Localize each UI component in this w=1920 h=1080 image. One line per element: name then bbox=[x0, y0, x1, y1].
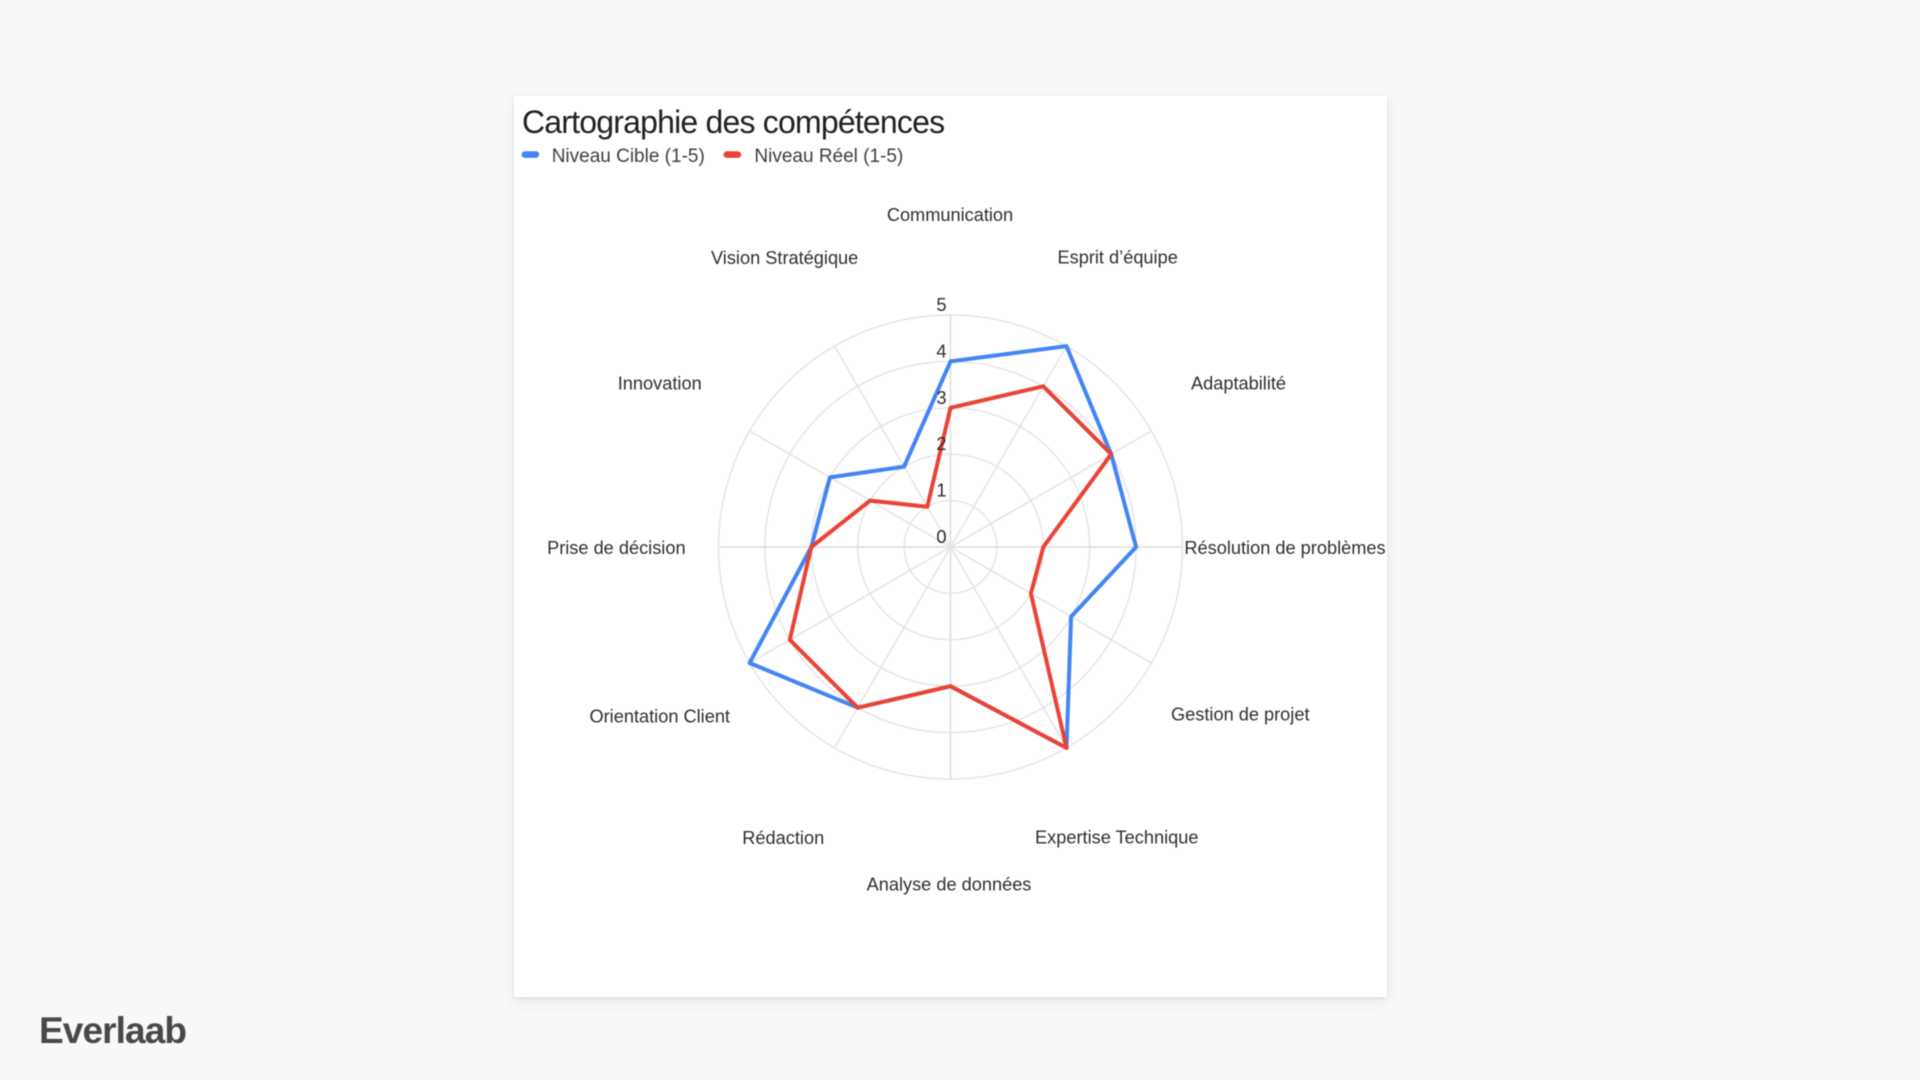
svg-text:Analyse de données: Analyse de données bbox=[867, 875, 1032, 895]
svg-text:Rédaction: Rédaction bbox=[742, 828, 824, 848]
svg-text:0: 0 bbox=[936, 526, 946, 547]
svg-text:Innovation: Innovation bbox=[618, 374, 702, 394]
svg-text:Esprit d’équipe: Esprit d’équipe bbox=[1058, 248, 1178, 268]
svg-text:Cartographie des compétences: Cartographie des compétences bbox=[522, 104, 944, 140]
svg-text:Niveau Cible (1-5): Niveau Cible (1-5) bbox=[552, 146, 705, 167]
svg-text:Orientation Client: Orientation Client bbox=[589, 707, 730, 727]
svg-text:3: 3 bbox=[936, 387, 946, 408]
svg-text:Résolution de problèmes: Résolution de problèmes bbox=[1184, 538, 1385, 558]
svg-text:Prise de décision: Prise de décision bbox=[547, 538, 686, 558]
svg-text:4: 4 bbox=[936, 340, 946, 361]
svg-text:5: 5 bbox=[936, 294, 946, 315]
svg-text:Expertise Technique: Expertise Technique bbox=[1035, 828, 1198, 848]
svg-text:Communication: Communication bbox=[887, 205, 1013, 225]
svg-text:Vision Stratégique: Vision Stratégique bbox=[711, 248, 858, 268]
svg-text:Niveau Réel (1-5): Niveau Réel (1-5) bbox=[754, 146, 903, 167]
svg-text:Adaptabilité: Adaptabilité bbox=[1191, 373, 1286, 393]
svg-text:1: 1 bbox=[936, 480, 946, 501]
svg-text:Gestion de projet: Gestion de projet bbox=[1171, 705, 1310, 725]
svg-text:2: 2 bbox=[936, 433, 946, 454]
